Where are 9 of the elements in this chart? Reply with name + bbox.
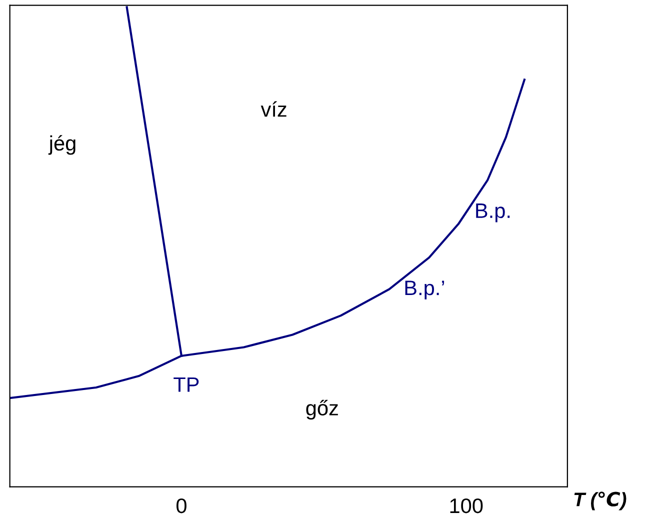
annotation: jég xyxy=(48,135,76,155)
annotation: B.p. xyxy=(476,204,510,222)
annotation: víz xyxy=(260,101,286,117)
annotation: B.p.’ xyxy=(405,280,444,300)
x-tick-label: 100 xyxy=(450,498,483,514)
x-tick-label: 0 xyxy=(176,498,186,514)
annotation: TP xyxy=(174,377,199,392)
x-axis-title: T (℃) xyxy=(574,492,626,510)
annotation: gőz xyxy=(306,400,338,420)
